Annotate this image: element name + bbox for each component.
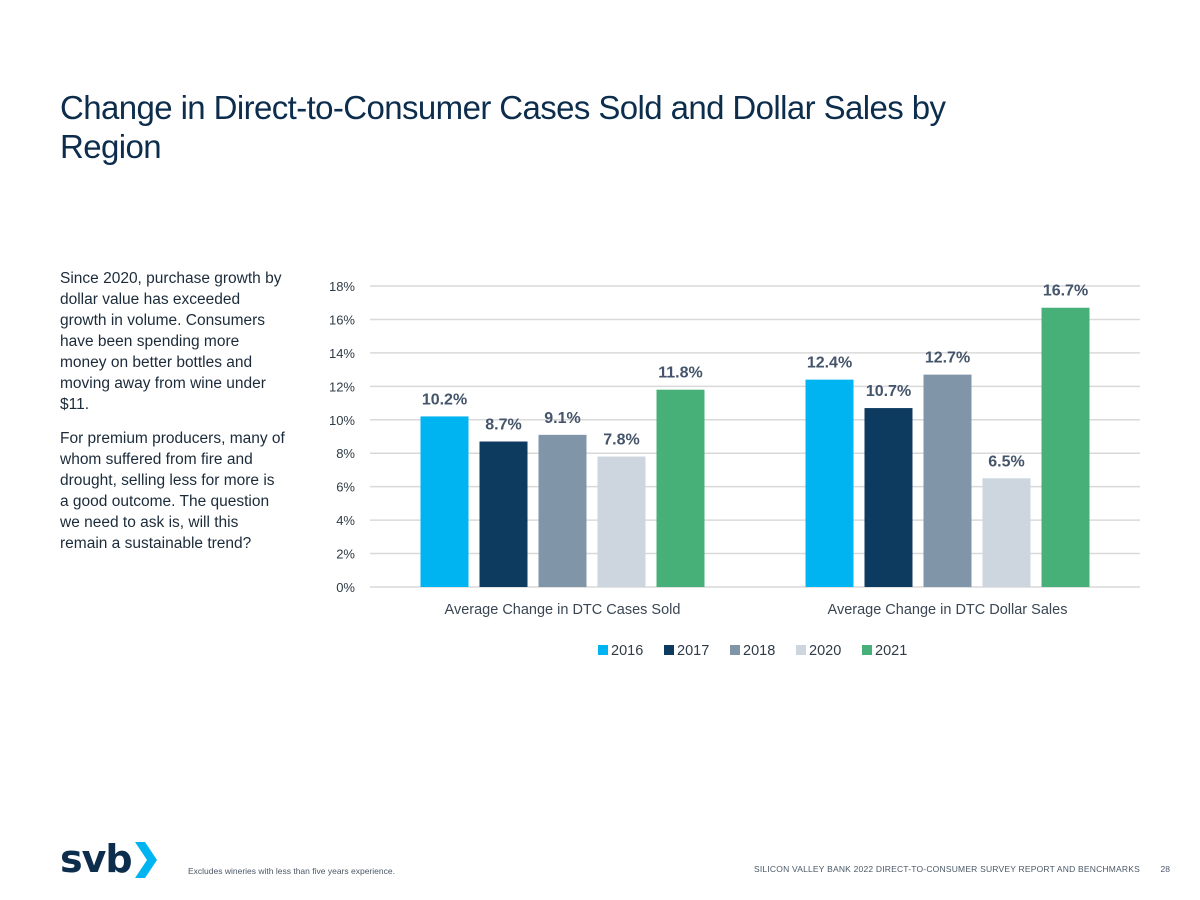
- data-label: 12.4%: [807, 355, 852, 372]
- legend-label: 2016: [611, 643, 643, 659]
- svb-logo: svb: [60, 838, 157, 880]
- data-label: 7.8%: [603, 432, 639, 449]
- data-label: 6.5%: [988, 453, 1024, 470]
- legend-label: 2020: [809, 643, 841, 659]
- y-tick-label: 0%: [336, 580, 355, 595]
- chevron-right-icon: [134, 842, 157, 878]
- data-label: 12.7%: [925, 350, 970, 367]
- y-tick-label: 16%: [329, 312, 355, 327]
- page-title: Change in Direct-to-Consumer Cases Sold …: [60, 89, 946, 165]
- bar: [805, 379, 854, 587]
- legend-swatch: [862, 645, 872, 655]
- legend-label: 2021: [875, 643, 907, 659]
- y-tick-label: 2%: [336, 547, 355, 562]
- logo-text: svb: [60, 837, 133, 881]
- legend-label: 2017: [677, 643, 709, 659]
- bar: [1041, 307, 1090, 587]
- y-tick-label: 18%: [329, 279, 355, 294]
- data-label: 11.8%: [658, 365, 702, 382]
- legend-label: 2018: [743, 643, 775, 659]
- y-tick-label: 14%: [329, 346, 355, 361]
- data-label: 10.7%: [866, 383, 911, 400]
- category-label: Average Change in DTC Cases Sold: [445, 602, 681, 618]
- legend-swatch: [730, 645, 740, 655]
- bar: [864, 408, 913, 587]
- y-tick-label: 10%: [329, 413, 355, 428]
- bar: [479, 441, 528, 587]
- bar-chart: 0% 2% 4% 6% 8% 10% 12% 14% 16% 18% 10.2% 8.7% 9.1% 7.…: [329, 279, 1140, 659]
- y-tick-label: 6%: [336, 480, 355, 495]
- bar: [923, 374, 972, 587]
- y-tick-label: 8%: [336, 446, 355, 461]
- page-number: 28: [1160, 864, 1170, 874]
- legend-swatch: [598, 645, 608, 655]
- bar: [982, 478, 1031, 587]
- bar: [538, 434, 587, 587]
- report-footer: SILICON VALLEY BANK 2022 DIRECT-TO-CONSU…: [754, 864, 1140, 874]
- data-label: 16.7%: [1043, 283, 1088, 300]
- data-label: 10.2%: [422, 391, 467, 408]
- body-paragraph-1: Since 2020, purchase growth by dollar va…: [60, 270, 282, 413]
- body-text: Since 2020, purchase growth by dollar va…: [60, 268, 285, 567]
- footnote: Excludes wineries with less than five ye…: [188, 866, 395, 876]
- bar: [597, 456, 646, 587]
- data-label: 9.1%: [544, 410, 580, 427]
- data-label: 8.7%: [485, 417, 521, 434]
- body-paragraph-2: For premium producers, many of whom suff…: [60, 430, 285, 552]
- legend-swatch: [796, 645, 806, 655]
- bar: [420, 416, 469, 587]
- y-tick-label: 4%: [336, 513, 355, 528]
- category-label: Average Change in DTC Dollar Sales: [828, 602, 1068, 618]
- y-tick-label: 12%: [329, 379, 355, 394]
- legend-swatch: [664, 645, 674, 655]
- bar: [656, 389, 705, 587]
